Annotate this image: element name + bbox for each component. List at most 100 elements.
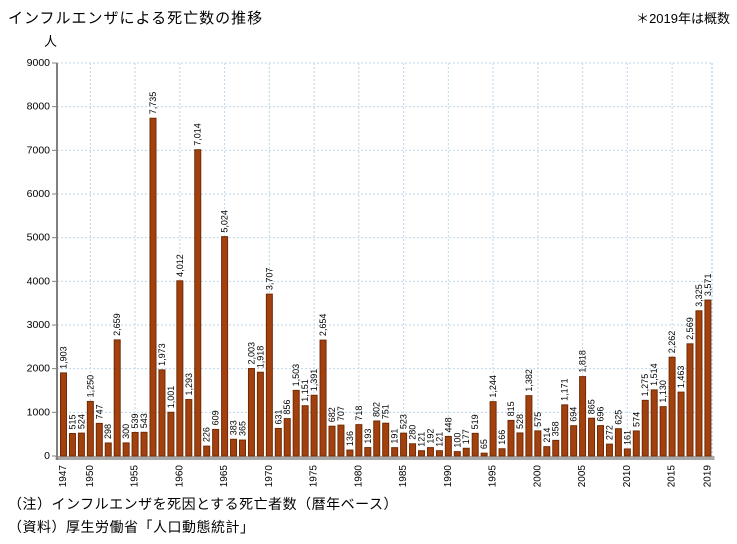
bar-1965	[221, 236, 229, 457]
bar-label-1956: 543	[139, 413, 149, 428]
bar-label-1973: 1,503	[291, 364, 301, 387]
bar-label-1984: 191	[390, 429, 400, 444]
bar-label-1990: 448	[443, 417, 453, 432]
bar-1990	[444, 435, 452, 457]
bar-label-1972: 856	[282, 400, 292, 415]
bar-label-1967: 365	[238, 421, 248, 436]
bar-label-1975: 1,391	[309, 369, 319, 392]
bars	[60, 117, 712, 457]
bar-1967	[239, 439, 246, 457]
bar-label-1954: 300	[121, 424, 131, 439]
x-tick-label-1950: 1950	[85, 465, 96, 488]
bar-label-2019: 3,571	[703, 274, 713, 297]
bar-2016	[677, 391, 685, 457]
bar-1979	[346, 449, 354, 457]
x-tick-label-2005: 2005	[577, 465, 588, 488]
bar-2014	[659, 406, 667, 457]
bar-1958	[158, 369, 166, 457]
bar-label-2000: 575	[533, 412, 543, 427]
bar-label-1963: 226	[202, 427, 212, 442]
bar-1993	[471, 432, 479, 457]
bar-1976	[319, 339, 327, 457]
bar-1974	[301, 405, 309, 457]
bar-1998	[516, 432, 524, 457]
x-tick-label-1980: 1980	[353, 465, 364, 488]
bar-1959	[167, 411, 175, 457]
x-tick-label-1990: 1990	[443, 465, 454, 488]
bar-1950	[86, 400, 94, 457]
bar-1970	[265, 293, 273, 457]
bar-label-1965: 5,024	[220, 210, 230, 233]
bar-1994	[480, 452, 488, 457]
bar-1999	[525, 395, 533, 457]
bar-label-2018: 3,325	[694, 284, 704, 307]
bar-label-1980: 718	[354, 406, 364, 421]
bar-1957	[149, 117, 157, 457]
bar-1997	[507, 419, 515, 457]
bar-label-1993: 519	[470, 414, 480, 429]
y-tick-label-7000: 7000	[27, 144, 51, 156]
bar-label-2010: 161	[622, 430, 632, 445]
bar-label-1952: 298	[103, 424, 113, 439]
bar-2018	[695, 310, 703, 457]
bar-label-2007: 696	[596, 407, 606, 422]
bar-label-2017: 2,569	[685, 317, 695, 340]
bar-2001	[543, 446, 551, 457]
bar-label-1976: 2,654	[318, 314, 328, 337]
bar-1975	[310, 394, 318, 457]
bar-2007	[597, 425, 604, 457]
bar-label-1988: 192	[425, 429, 435, 444]
bar-1960	[176, 280, 184, 457]
bar-label-1962: 7,014	[193, 123, 203, 146]
bar-label-2016: 1,463	[676, 366, 686, 389]
bar-label-1999: 1,382	[524, 369, 534, 392]
bar-2005	[579, 376, 587, 457]
bar-label-1977: 682	[327, 407, 337, 422]
x-tick-label-1960: 1960	[174, 465, 185, 488]
bar-2019	[704, 299, 712, 457]
y-tick-label-6000: 6000	[27, 188, 51, 200]
bar-1953	[113, 339, 121, 457]
bar-2017	[686, 343, 694, 457]
bar-1978	[337, 424, 345, 457]
bar-1984	[391, 447, 399, 457]
bar-1968	[247, 368, 255, 457]
x-tick-label-2015: 2015	[667, 465, 678, 488]
bar-label-1986: 280	[408, 425, 418, 440]
bar-1991	[453, 451, 461, 457]
bar-1973	[292, 389, 300, 457]
bar-label-2014: 1,130	[658, 380, 668, 403]
y-tick-label-3000: 3000	[27, 319, 51, 331]
bar-1964	[212, 428, 220, 457]
y-tick-label-0: 0	[44, 450, 50, 462]
bar-label-1966: 383	[229, 420, 239, 435]
bar-label-1968: 2,003	[246, 342, 256, 365]
bar-1989	[435, 450, 443, 457]
bar-1996	[498, 448, 506, 457]
bar-1962	[194, 149, 202, 457]
x-axis-tick-labels: 1947 1950 1955 1960 1965 1970 1975 1980 1985 1990…	[58, 465, 713, 488]
bar-label-1985: 523	[399, 414, 409, 429]
y-tick-label-5000: 5000	[27, 232, 51, 244]
bar-1983	[382, 422, 390, 457]
bar-label-1994: 65	[479, 439, 489, 449]
x-tick-label-2010: 2010	[622, 465, 633, 488]
y-tick-label-2000: 2000	[27, 363, 51, 375]
bar-2008	[605, 443, 613, 457]
bar-label-2011: 574	[631, 412, 641, 427]
bar-1988	[426, 447, 434, 457]
bar-label-1970: 3,707	[264, 268, 274, 291]
bar-1982	[373, 420, 381, 457]
bar-1966	[230, 438, 238, 457]
x-tick-label-2019: 2019	[702, 465, 713, 488]
bar-2000	[534, 430, 542, 457]
bar-label-2012: 1,275	[640, 374, 650, 397]
bar-1980	[355, 424, 363, 457]
bar-2006	[588, 417, 596, 457]
bar-1971	[274, 427, 282, 457]
bar-label-1960: 4,012	[175, 254, 185, 277]
footnote-source: （資料）厚生労働省「人口動態統計」	[8, 519, 255, 535]
bar-label-2008: 272	[604, 425, 614, 440]
bar-label-1974: 1,151	[300, 379, 310, 402]
